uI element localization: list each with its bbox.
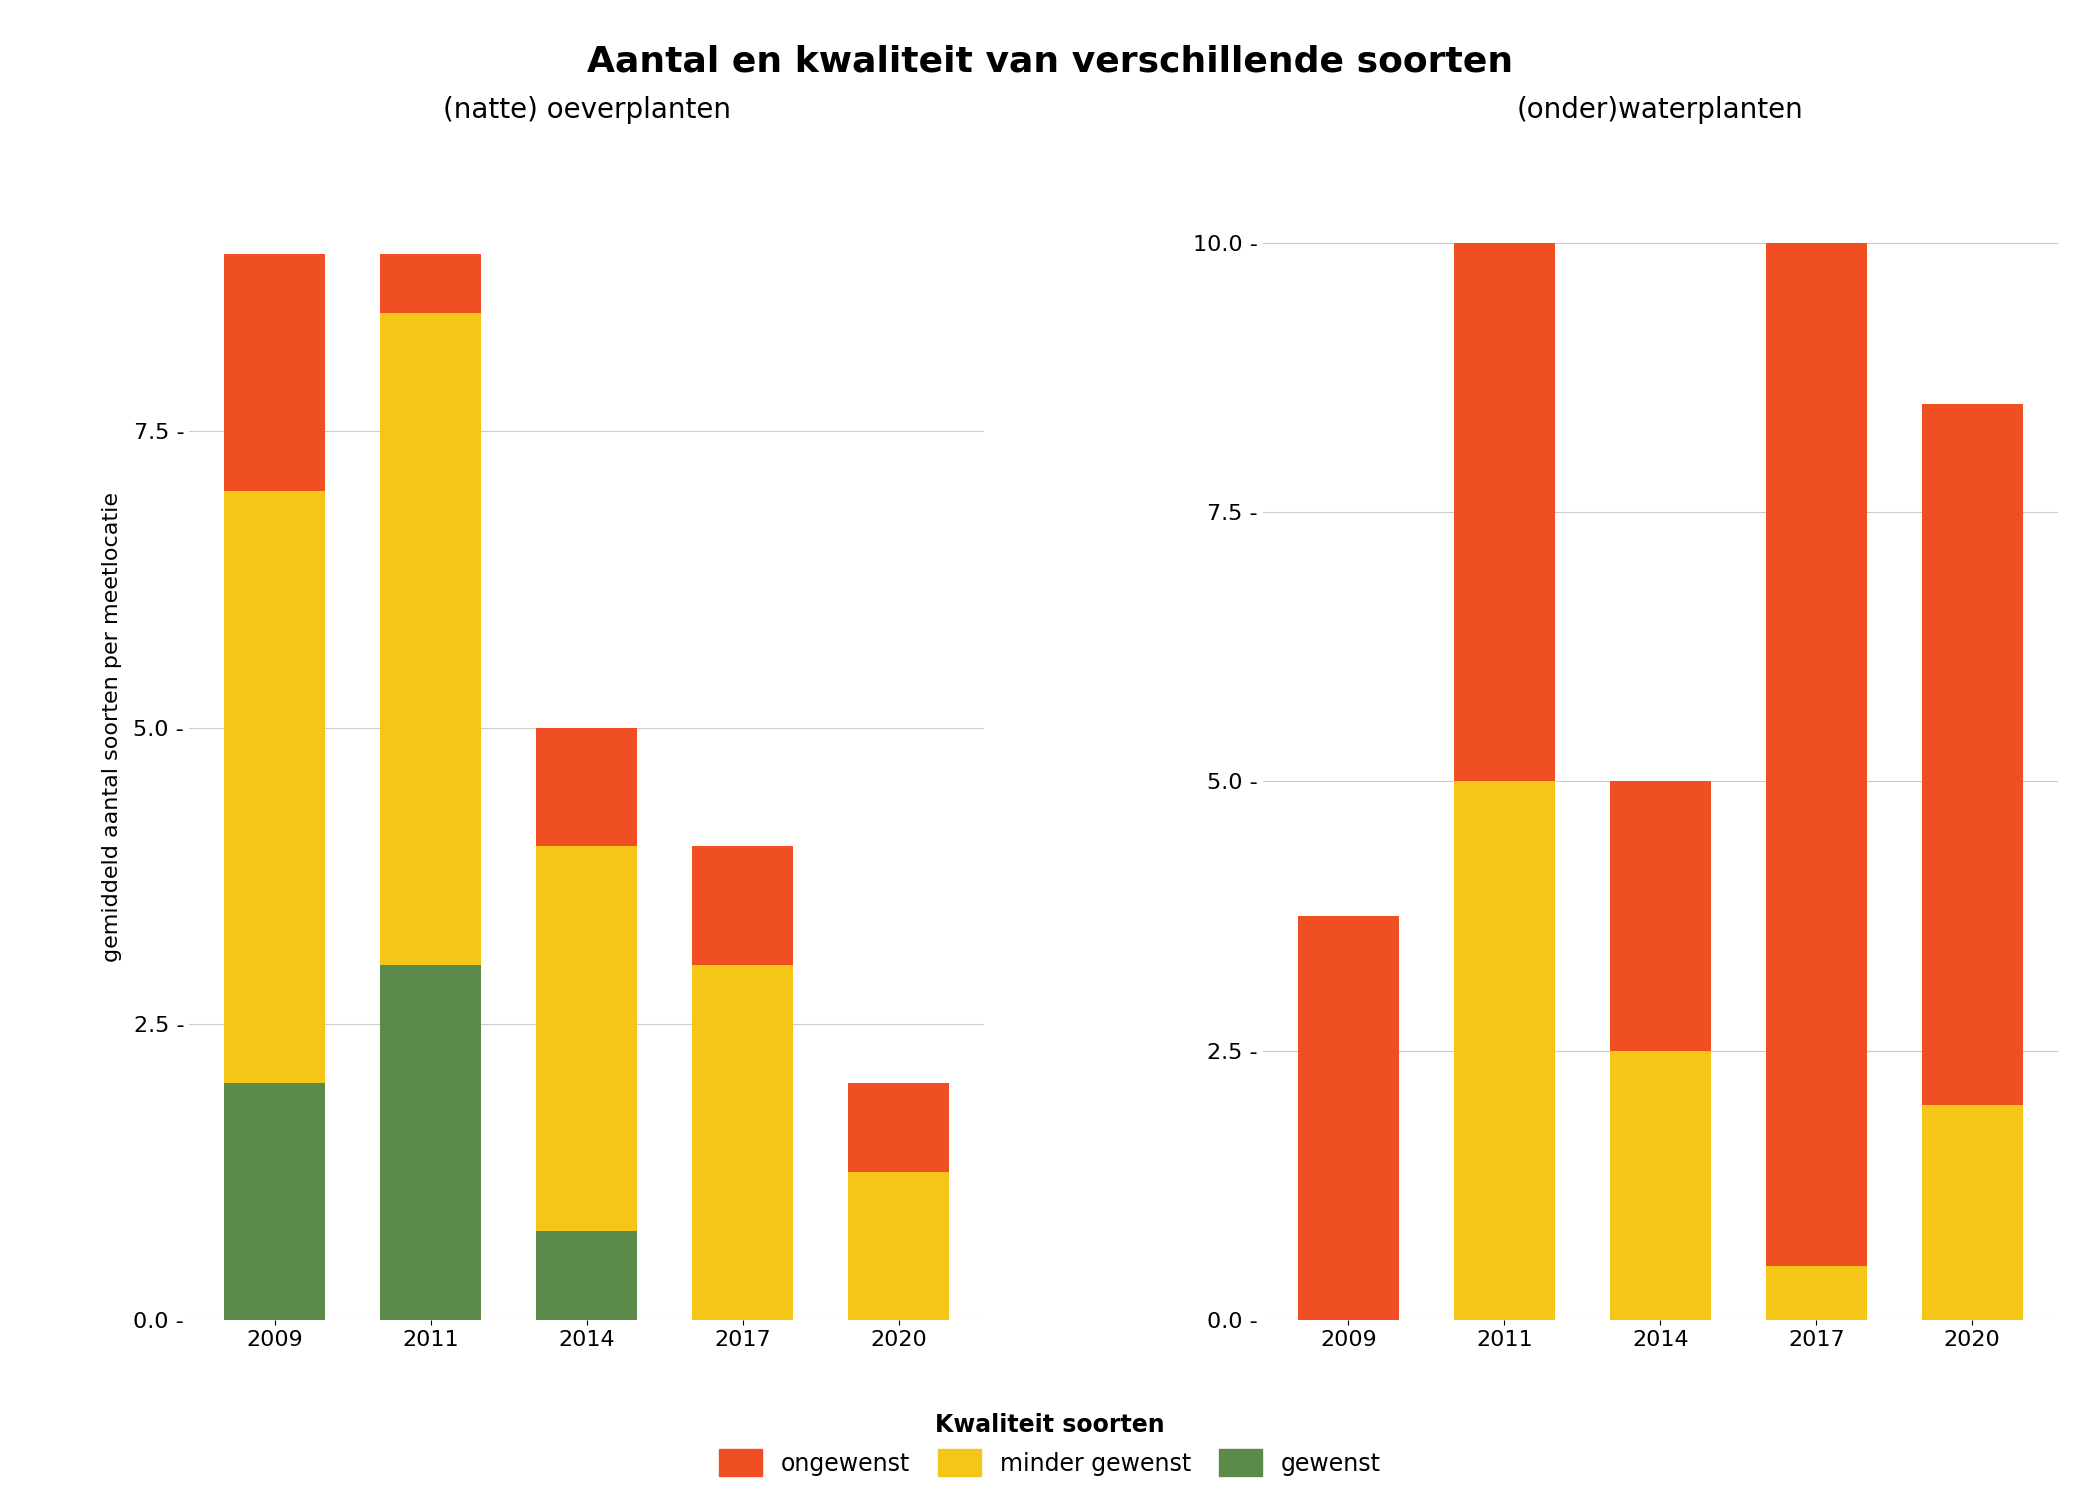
Title: (onder)waterplanten: (onder)waterplanten	[1516, 96, 1804, 124]
Bar	[225, 490, 326, 1083]
Bar	[1611, 782, 1712, 1050]
Bar	[536, 1232, 636, 1320]
Bar	[225, 1083, 326, 1320]
Bar	[1766, 243, 1867, 1266]
Bar	[1298, 916, 1399, 1320]
Bar	[380, 314, 481, 965]
Bar	[1766, 1266, 1867, 1320]
Bar	[380, 254, 481, 314]
Bar	[1453, 782, 1556, 1320]
Bar	[691, 846, 794, 964]
Bar	[1922, 1104, 2022, 1320]
Bar	[1453, 243, 1556, 782]
Bar	[380, 964, 481, 1320]
Text: Aantal en kwaliteit van verschillende soorten: Aantal en kwaliteit van verschillende so…	[586, 45, 1514, 80]
Title: (natte) oeverplanten: (natte) oeverplanten	[443, 96, 731, 124]
Bar	[1611, 1050, 1712, 1320]
Y-axis label: gemiddeld aantal soorten per meetlocatie: gemiddeld aantal soorten per meetlocatie	[103, 492, 122, 963]
Bar	[225, 254, 326, 490]
Bar	[848, 1083, 949, 1172]
Bar	[691, 964, 794, 1320]
Legend: ongewenst, minder gewenst, gewenst: ongewenst, minder gewenst, gewenst	[708, 1401, 1392, 1488]
Bar	[536, 846, 636, 1232]
Bar	[1922, 405, 2022, 1104]
Bar	[536, 728, 636, 846]
Bar	[848, 1172, 949, 1320]
